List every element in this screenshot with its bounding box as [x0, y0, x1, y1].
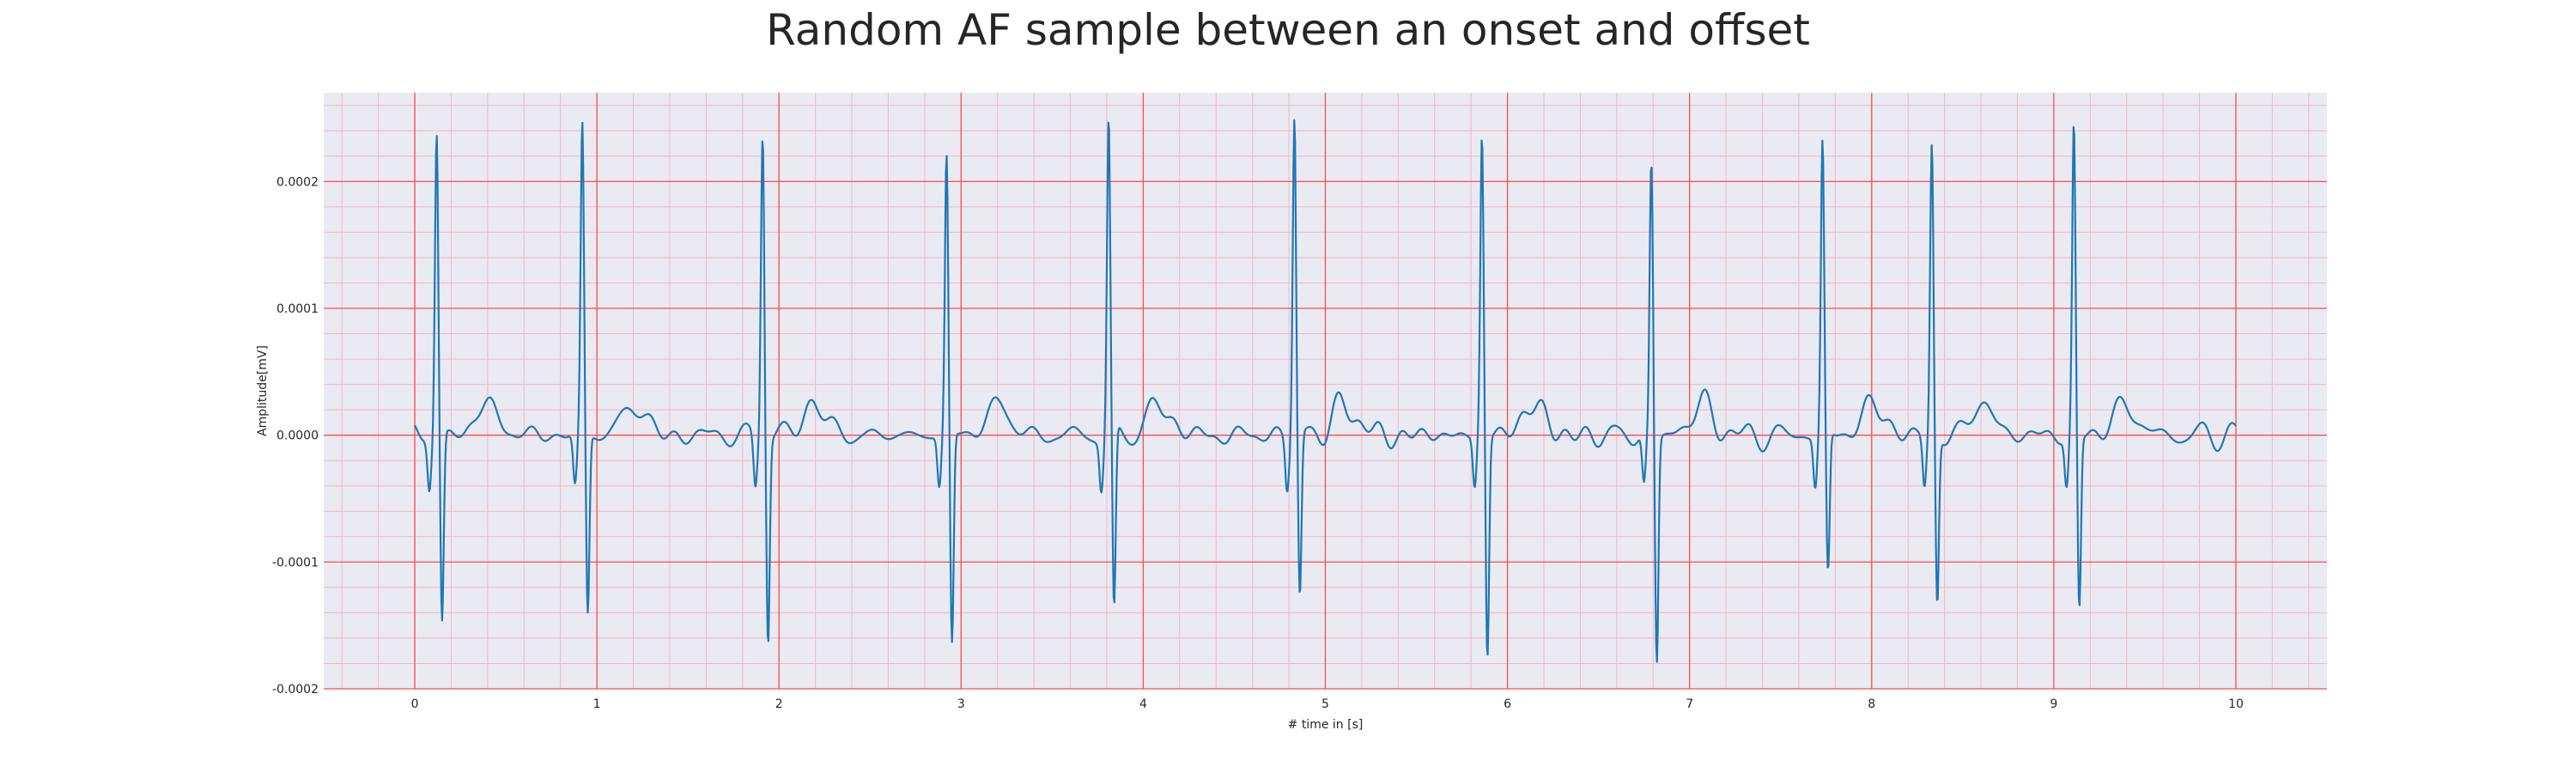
y-tick-label: -0.0001 — [272, 556, 319, 569]
y-tick-label: 0.0002 — [276, 175, 319, 189]
x-tick-label: 0 — [411, 697, 419, 711]
x-tick-label: 1 — [593, 697, 601, 711]
chart-title: Random AF sample between an onset and of… — [766, 5, 1810, 55]
x-tick-label: 6 — [1504, 697, 1511, 711]
series-layer — [414, 119, 2237, 663]
x-tick-label: 7 — [1686, 697, 1693, 711]
x-tick-label: 4 — [1139, 697, 1147, 711]
x-tick-labels: 0 1 2 3 4 5 6 7 8 9 10 — [411, 697, 2244, 711]
y-tick-labels: -0.0002 -0.0001 0.0000 0.0001 0.0002 — [272, 175, 319, 697]
x-tick-label: 5 — [1321, 697, 1329, 711]
major-grid — [324, 93, 2327, 690]
x-tick-label: 9 — [2050, 697, 2057, 711]
x-tick-label: 8 — [1868, 697, 1875, 711]
y-axis-label: Amplitude[mV] — [256, 345, 270, 436]
x-tick-label: 3 — [957, 697, 965, 711]
x-axis-label: # time in [s] — [1288, 718, 1364, 732]
x-tick-label: 10 — [2228, 697, 2244, 711]
x-tick-label: 2 — [775, 697, 783, 711]
y-tick-label: 0.0001 — [276, 302, 319, 316]
series-line — [414, 119, 2237, 663]
y-tick-label: 0.0000 — [276, 429, 319, 443]
y-tick-label: -0.0002 — [272, 683, 319, 697]
